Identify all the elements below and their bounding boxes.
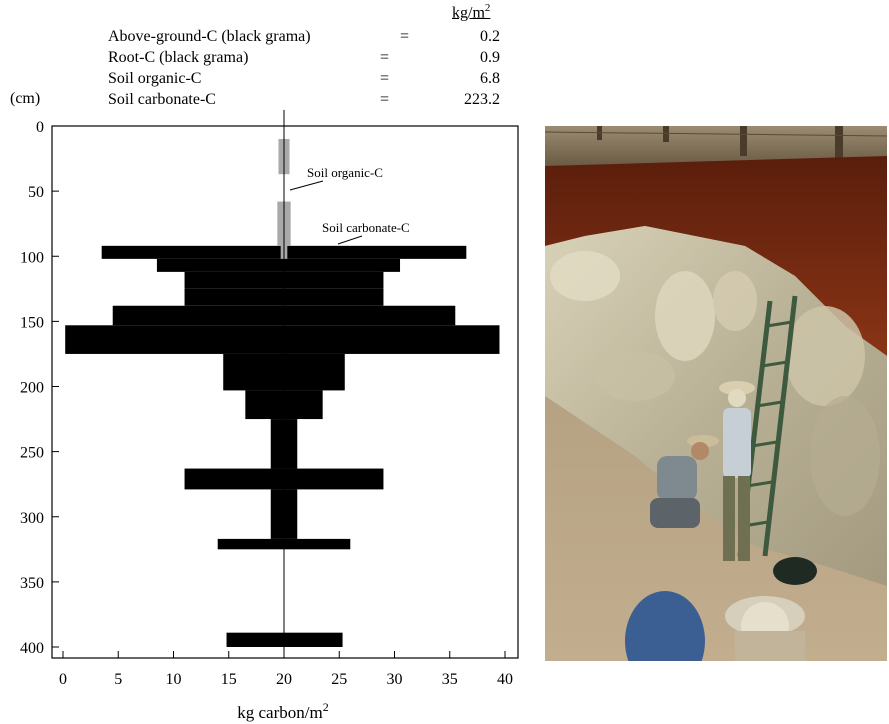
summary-label: Soil organic-C bbox=[108, 70, 202, 87]
carbonate-bar-5 bbox=[65, 325, 500, 354]
y-axis-label: (cm) bbox=[10, 90, 40, 107]
summary-equals: = bbox=[380, 70, 390, 87]
summary-value: 6.8 bbox=[480, 70, 500, 87]
annotation-soil-carbonate: Soil carbonate-C bbox=[322, 220, 410, 235]
x-tick-label: 20 bbox=[276, 671, 292, 688]
summary-value: 0.9 bbox=[480, 49, 500, 66]
summary-label: Soil carbonate-C bbox=[108, 91, 216, 108]
carbonate-bar-1 bbox=[156, 258, 401, 272]
bars-layer bbox=[65, 139, 500, 647]
annotation-soil-carbonate-pointer bbox=[337, 235, 363, 245]
summary-unit-base: kg/m bbox=[452, 4, 485, 22]
summary-value: 0.2 bbox=[480, 28, 500, 45]
annotation-soil-organic: Soil organic-C bbox=[307, 165, 383, 180]
field-photo-drawing bbox=[545, 126, 887, 661]
y-tick-label: 0 bbox=[36, 119, 44, 136]
y-tick-label: 200 bbox=[20, 380, 44, 397]
plot-border bbox=[51, 125, 519, 659]
x-axis-label: kg carbon/m2 bbox=[237, 700, 328, 722]
x-tick-label: 0 bbox=[59, 671, 67, 688]
x-tick-label: 40 bbox=[497, 671, 513, 688]
summary-unit-exp: 2 bbox=[484, 2, 491, 14]
summary-unit-header: kg/m2 bbox=[452, 2, 490, 22]
y-tick-label: 300 bbox=[20, 510, 44, 527]
summary-value: 223.2 bbox=[464, 91, 500, 108]
summary-equals: = bbox=[380, 91, 390, 108]
x-tick-label: 10 bbox=[166, 671, 182, 688]
x-tick-label: 15 bbox=[221, 671, 237, 688]
summary-equals: = bbox=[400, 28, 410, 45]
y-tick-label: 150 bbox=[20, 314, 44, 331]
summary-label: Root-C (black grama) bbox=[108, 49, 249, 66]
y-tick-label: 400 bbox=[20, 640, 44, 657]
annotation-layer: Soil organic-C Soil carbonate-C bbox=[289, 165, 410, 245]
x-axis-label-exp: 2 bbox=[323, 700, 329, 714]
x-tick-label: 25 bbox=[331, 671, 347, 688]
x-tick-label: 30 bbox=[387, 671, 403, 688]
person-foreground-drawing bbox=[625, 557, 817, 661]
y-tick-label: 350 bbox=[20, 575, 44, 592]
summary-label: Above-ground-C (black grama) bbox=[108, 28, 311, 45]
annotation-soil-organic-pointer bbox=[289, 180, 324, 191]
summary-equals: = bbox=[380, 49, 390, 66]
x-axis-label-base: kg carbon/m bbox=[237, 703, 322, 722]
x-tick-label: 35 bbox=[442, 671, 458, 688]
x-tick-label: 5 bbox=[114, 671, 122, 688]
plot-frame bbox=[51, 125, 519, 659]
carbonate-bar-12 bbox=[226, 632, 343, 647]
y-tick-label: 250 bbox=[20, 445, 44, 462]
field-photo bbox=[545, 126, 887, 661]
person-standing-drawing bbox=[719, 381, 755, 561]
y-tick-label: 50 bbox=[28, 184, 44, 201]
y-tick-label: 100 bbox=[20, 249, 44, 266]
person-crouching-drawing bbox=[650, 435, 719, 528]
